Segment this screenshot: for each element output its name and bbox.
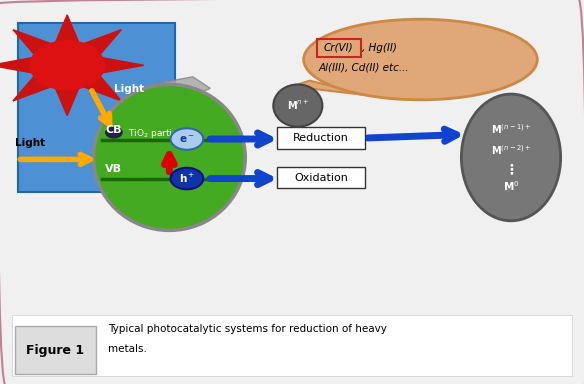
Text: M$^{(n-1)+}$: M$^{(n-1)+}$ (491, 122, 531, 136)
Text: Cr(VI): Cr(VI) (324, 43, 353, 53)
Text: CB: CB (105, 125, 121, 135)
Ellipse shape (304, 19, 537, 100)
Text: e$^-$: e$^-$ (179, 134, 195, 144)
Text: Typical photocatalytic systems for reduction of heavy: Typical photocatalytic systems for reduc… (108, 324, 387, 334)
Text: ⋮: ⋮ (504, 162, 518, 176)
Polygon shape (55, 15, 79, 42)
Circle shape (171, 168, 203, 189)
Text: M$^{(n-2)+}$: M$^{(n-2)+}$ (491, 143, 531, 157)
FancyBboxPatch shape (277, 167, 365, 188)
Text: M$^{n+}$: M$^{n+}$ (287, 99, 309, 112)
Ellipse shape (461, 94, 561, 221)
Polygon shape (84, 30, 121, 54)
Text: Oxidation: Oxidation (294, 172, 348, 183)
FancyBboxPatch shape (277, 127, 365, 149)
Text: h$^+$: h$^+$ (179, 172, 195, 185)
FancyBboxPatch shape (18, 23, 175, 192)
Text: Figure 1: Figure 1 (26, 344, 85, 357)
Text: TiO$_2$ particle: TiO$_2$ particle (128, 127, 186, 140)
Circle shape (30, 41, 105, 90)
Polygon shape (13, 76, 50, 101)
Circle shape (106, 127, 122, 138)
Ellipse shape (273, 84, 322, 127)
Text: Light: Light (114, 84, 144, 94)
Text: , Hg(II): , Hg(II) (362, 43, 397, 53)
Circle shape (171, 128, 203, 150)
Polygon shape (108, 77, 210, 138)
Polygon shape (103, 58, 144, 73)
Text: metals.: metals. (108, 344, 147, 354)
Text: VB: VB (105, 164, 122, 174)
FancyBboxPatch shape (12, 315, 572, 376)
FancyBboxPatch shape (15, 326, 96, 374)
Text: Al(III), Cd(II) etc...: Al(III), Cd(II) etc... (318, 62, 409, 72)
Ellipse shape (93, 84, 245, 230)
Text: M$^{0}$: M$^{0}$ (503, 179, 519, 193)
Polygon shape (13, 30, 50, 54)
Text: Light: Light (15, 138, 45, 148)
Polygon shape (55, 89, 79, 116)
Polygon shape (0, 58, 32, 73)
Polygon shape (84, 76, 121, 101)
Text: Reduction: Reduction (293, 133, 349, 143)
Polygon shape (292, 81, 374, 96)
